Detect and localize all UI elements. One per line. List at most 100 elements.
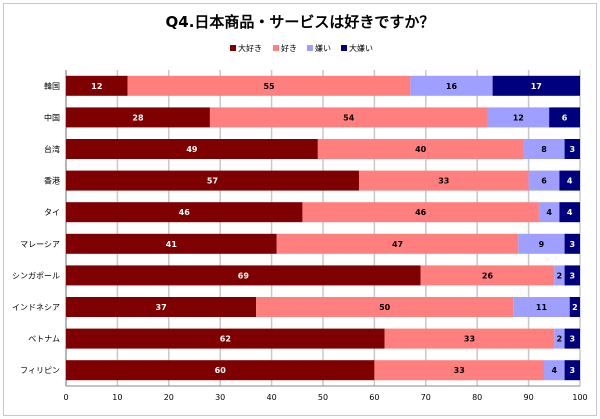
legend-label: 大好き — [238, 43, 262, 53]
bar-segment — [523, 139, 565, 159]
bar-segment — [209, 107, 488, 128]
bar-segment — [564, 360, 580, 381]
data-label: 33 — [454, 366, 465, 375]
bar-segment — [569, 297, 580, 317]
data-label: 11 — [536, 303, 548, 312]
category-label: 香港 — [44, 176, 60, 186]
data-label: 2 — [557, 335, 563, 344]
data-label: 46 — [415, 208, 427, 217]
bar-segment — [374, 360, 545, 381]
bar-segment — [554, 328, 565, 349]
data-label: 50 — [379, 303, 391, 312]
data-label: 46 — [179, 208, 191, 217]
bar-segment — [66, 265, 421, 286]
category-label: インドネシア — [12, 303, 60, 312]
data-label: 3 — [570, 366, 576, 375]
legend-label: 嫌い — [315, 43, 331, 53]
bar-segment — [358, 170, 529, 191]
legend-swatch — [273, 45, 279, 51]
x-tick-label: 20 — [164, 393, 174, 402]
data-label: 54 — [343, 113, 355, 122]
bar-segment — [384, 328, 555, 349]
data-label: 4 — [567, 177, 573, 186]
x-tick-label: 60 — [369, 393, 379, 402]
category-label: フィリピン — [20, 366, 60, 375]
data-label: 47 — [392, 240, 403, 249]
bar-segment — [492, 75, 580, 96]
bar-segment — [66, 202, 303, 223]
bar-segment — [66, 170, 359, 191]
data-label: 6 — [562, 113, 568, 122]
data-label: 16 — [446, 82, 458, 91]
bar-segment — [559, 170, 580, 191]
bar-segment — [127, 75, 411, 96]
data-label: 6 — [541, 177, 547, 186]
data-label: 41 — [166, 240, 178, 249]
data-label: 4 — [546, 208, 552, 217]
legend-label: 好き — [281, 43, 297, 53]
x-tick-label: 100 — [572, 393, 587, 402]
x-tick-label: 70 — [421, 393, 431, 402]
data-label: 60 — [215, 366, 227, 375]
legend-swatch — [307, 45, 313, 51]
data-label: 3 — [570, 335, 576, 344]
bar-segment — [487, 107, 550, 128]
data-label: 33 — [438, 177, 449, 186]
bar-segment — [66, 233, 277, 254]
chart-title: Q4.日本商品・サービスは好きですか？ — [166, 13, 435, 31]
data-label: 12 — [91, 82, 102, 91]
bar-segment — [513, 297, 570, 317]
bar-segment — [420, 265, 555, 286]
bar-segment — [66, 139, 318, 159]
bar-segment — [317, 139, 524, 159]
data-label: 26 — [482, 271, 494, 280]
data-label: 4 — [552, 366, 558, 375]
data-label: 12 — [513, 113, 524, 122]
category-label: シンガポール — [12, 270, 60, 280]
x-tick-label: 90 — [524, 393, 534, 402]
bar-segment — [554, 265, 565, 286]
data-label: 3 — [570, 271, 576, 280]
data-label: 37 — [156, 303, 167, 312]
legend-swatch — [230, 45, 236, 51]
x-tick-label: 50 — [318, 393, 328, 402]
data-label: 2 — [557, 271, 563, 280]
legend-swatch — [341, 45, 347, 51]
legend-label: 大嫌い — [349, 43, 373, 53]
bar-segment — [302, 202, 539, 223]
bar-segment — [518, 233, 565, 254]
data-label: 9 — [539, 240, 545, 249]
category-label: 中国 — [44, 112, 60, 122]
bar-segment — [564, 265, 580, 286]
category-label: マレーシア — [20, 240, 60, 249]
bar-segment — [66, 328, 385, 349]
category-label: 韓国 — [44, 81, 60, 91]
data-label: 4 — [567, 208, 573, 217]
bar-segment — [564, 233, 580, 254]
data-label: 28 — [132, 113, 144, 122]
category-label: ベトナム — [28, 335, 60, 344]
bar-segment — [544, 360, 565, 381]
bar-segment — [66, 297, 257, 317]
bar-segment — [564, 328, 580, 349]
x-tick-label: 80 — [472, 393, 482, 402]
data-label: 55 — [263, 82, 275, 91]
bar-segment — [559, 202, 580, 223]
data-label: 3 — [570, 240, 576, 249]
bar-segment — [549, 107, 580, 128]
data-label: 2 — [572, 303, 578, 312]
bar-segment — [66, 75, 128, 96]
data-label: 40 — [415, 145, 427, 154]
data-label: 3 — [570, 145, 576, 154]
bar-segment — [66, 107, 210, 128]
category-label: 台湾 — [44, 144, 60, 154]
data-label: 8 — [541, 145, 547, 154]
data-label: 49 — [186, 145, 198, 154]
x-tick-label: 40 — [267, 393, 277, 402]
x-tick-label: 0 — [63, 393, 68, 402]
data-label: 17 — [531, 82, 542, 91]
data-label: 33 — [464, 335, 475, 344]
bar-segment — [538, 202, 560, 223]
bar-segment — [528, 170, 560, 191]
